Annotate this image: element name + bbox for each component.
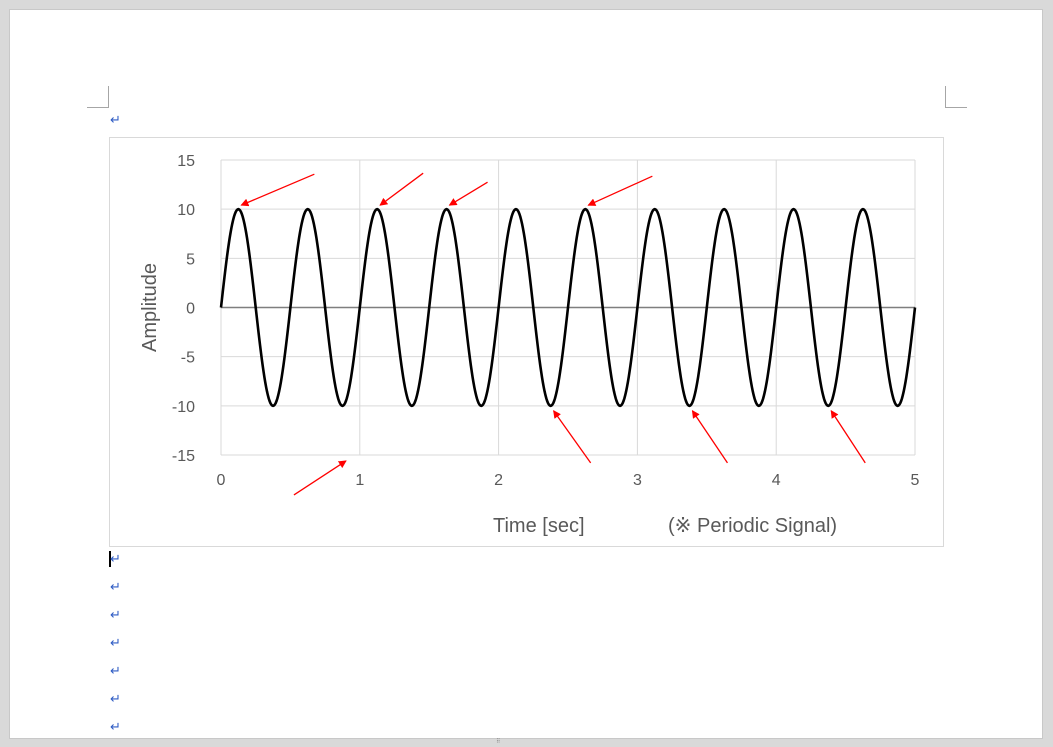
y-axis-title: Amplitude (139, 263, 161, 352)
y-tick-label: 10 (177, 202, 195, 219)
annotation-arrow (379, 172, 424, 206)
annotation-arrow (587, 175, 653, 206)
chart-svg: 15 10 5 0 -5 -10 -15 0 1 2 3 4 5 Amplitude Time [sec] (… (139, 153, 920, 537)
annotation-arrow (553, 410, 592, 464)
x-tick-label: 3 (633, 472, 642, 489)
paragraph-mark-icon: ↵ (110, 113, 121, 128)
x-tick-label: 5 (911, 472, 920, 489)
y-tick-label: 0 (186, 301, 195, 318)
y-tick-label: -10 (172, 399, 195, 416)
resize-grip-icon[interactable]: ⠿ (496, 739, 501, 745)
paragraph-mark-icon: ↵ (110, 720, 121, 735)
x-axis-note: (※ Periodic Signal) (668, 515, 837, 537)
crop-mark-top-left (87, 86, 109, 108)
y-tick-label: -15 (172, 448, 195, 465)
paragraph-mark-icon: ↵ (110, 580, 121, 595)
series-line (219, 207, 917, 408)
annotation-arrow (448, 181, 488, 206)
y-tick-label: 5 (186, 251, 195, 268)
document-page: ↵ 15 10 5 0 -5 -10 -15 0 1 2 3 4 5 Amplitude Time [sec… (9, 9, 1043, 739)
x-tick-label: 0 (217, 472, 226, 489)
x-tick-label: 1 (355, 472, 364, 489)
x-tick-label: 2 (494, 472, 503, 489)
paragraph-mark-icon: ↵ (110, 636, 121, 651)
paragraph-mark-icon: ↵ (110, 692, 121, 707)
annotation-arrow (830, 409, 866, 464)
paragraph-mark-icon: ↵ (110, 664, 121, 679)
chart-object[interactable]: 15 10 5 0 -5 -10 -15 0 1 2 3 4 5 Amplitude Time [sec] (… (109, 137, 944, 547)
annotation-arrow (240, 173, 315, 207)
crop-mark-top-right (945, 86, 967, 108)
y-tick-label: 15 (177, 153, 195, 170)
annotation-arrow (293, 460, 347, 496)
x-axis-title: Time [sec] (493, 515, 585, 537)
x-tick-label: 4 (772, 472, 781, 489)
paragraph-mark-icon: ↵ (110, 608, 121, 623)
annotation-arrow (691, 410, 728, 464)
y-tick-label: -5 (181, 350, 195, 367)
text-cursor (109, 551, 111, 567)
paragraph-mark-icon: ↵ (110, 552, 121, 567)
